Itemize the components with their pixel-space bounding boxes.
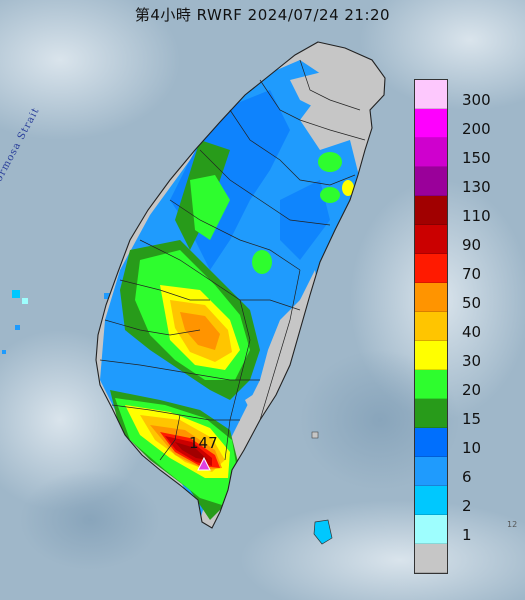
map-title: 第4小時 RWRF 2024/07/24 21:20 [134,6,391,24]
legend-label: 70 [462,264,482,283]
legend-swatch [415,196,447,225]
legend-label: 40 [462,322,482,341]
rain-cell-30 [342,180,354,196]
legend-label: 20 [462,380,482,399]
max-value-label: 147 [189,434,218,452]
legend-swatch [415,80,447,109]
dry-area [262,270,320,420]
cloud-patch [240,500,525,600]
legend-swatch [415,283,447,312]
legend-swatch [415,486,447,515]
rain-dot [2,350,6,354]
rain-cell-2 [252,250,272,274]
rain-cell-20 [318,152,342,172]
rain-area-20 [190,175,230,240]
cloud-patch [20,470,160,570]
legend-label: 30 [462,351,482,370]
legend-label: 6 [462,467,472,486]
rain-area-10 [280,180,330,260]
cloud-patch [360,0,525,110]
legend-swatch [415,370,447,399]
legend-swatch [415,341,447,370]
legend-label: 200 [462,119,491,138]
legend-swatch [415,428,447,457]
legend-label: 1 [462,525,472,544]
legend-label: 90 [462,235,482,254]
legend-label: 2 [462,496,472,515]
rain-dot [22,298,28,304]
dry-area [245,390,260,420]
cloud-patch [0,0,180,140]
legend-label: 15 [462,409,482,428]
coastline [95,41,386,529]
corner-label: 12 [507,520,518,529]
max-rain-marker [197,456,211,471]
legend-swatch [415,167,447,196]
rain-area-110 [175,442,208,460]
legend-swatch [415,109,447,138]
green-island [311,431,319,439]
legend-colorbar [414,79,448,574]
legend-swatch [415,544,447,573]
legend-label: 300 [462,90,491,109]
legend-swatch [415,138,447,167]
legend-swatch [415,399,447,428]
rain-area-50 [180,312,220,350]
legend-label: 110 [462,206,491,225]
county-boundaries [99,59,366,461]
legend-swatch [415,225,447,254]
legend-swatch [415,254,447,283]
rain-dot [12,290,20,298]
legend-label: 10 [462,438,482,457]
legend-swatch [415,312,447,341]
rain-dot [15,325,20,330]
dry-area [290,70,350,110]
legend-label: 130 [462,177,491,196]
legend-label: 50 [462,293,482,312]
orchid-island [313,519,333,545]
rain-dot [104,293,110,299]
rain-cell-20 [320,187,340,203]
legend-swatch [415,515,447,544]
dry-area [350,100,372,140]
legend-swatch [415,457,447,486]
legend-label: 150 [462,148,491,167]
